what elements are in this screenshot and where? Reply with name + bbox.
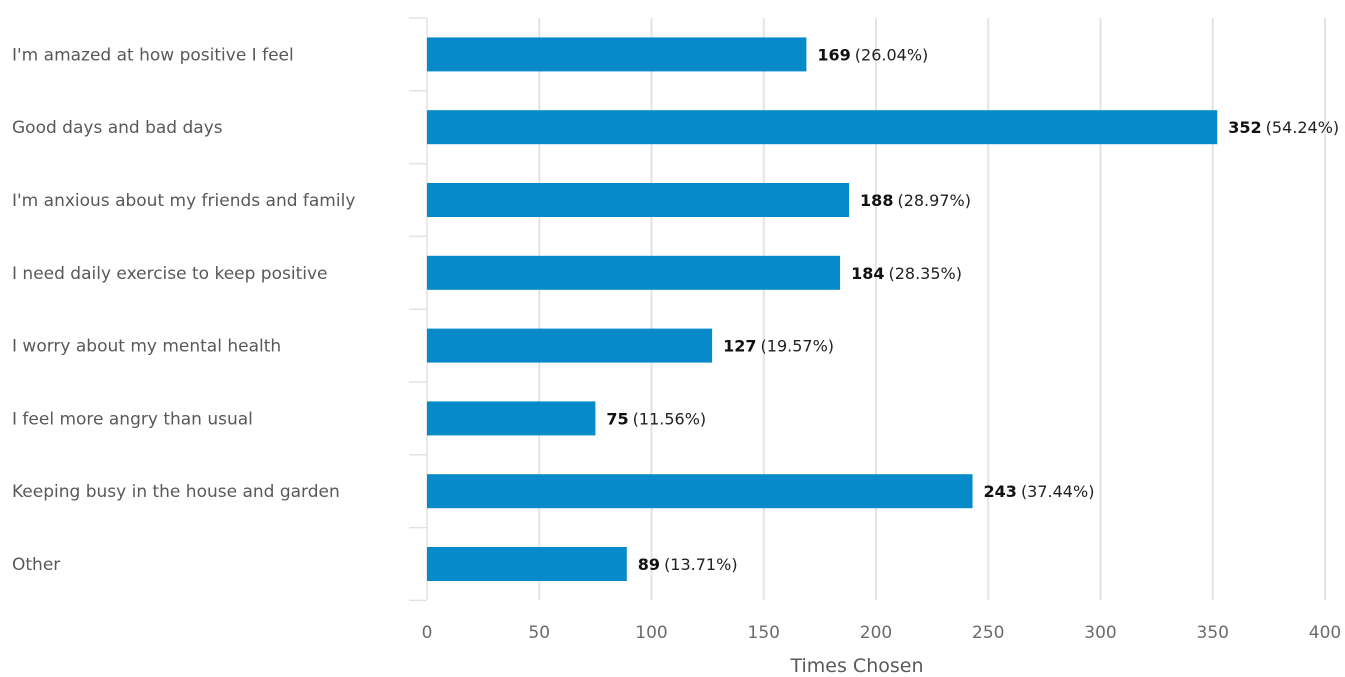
bar — [427, 37, 807, 72]
category-label: I'm anxious about my friends and family — [12, 191, 355, 211]
bar — [427, 401, 596, 436]
bar — [427, 474, 973, 509]
value-label: 243 (37.44%) — [984, 482, 1095, 501]
value-label: 169 (26.04%) — [817, 45, 928, 64]
x-tick-label: 100 — [635, 623, 667, 643]
value-count: 127 — [723, 337, 756, 356]
value-label: 184 (28.35%) — [851, 264, 962, 283]
value-percent: (28.35%) — [888, 264, 962, 283]
value-count: 184 — [851, 264, 884, 283]
category-label: I'm amazed at how positive I feel — [12, 45, 294, 65]
category-label: Keeping busy in the house and garden — [12, 482, 340, 502]
bars — [427, 37, 1218, 581]
x-tick-label: 350 — [1197, 623, 1229, 643]
value-percent: (54.24%) — [1266, 118, 1340, 137]
x-tick-label: 50 — [528, 623, 550, 643]
gridlines — [426, 18, 1326, 600]
category-label: Good days and bad days — [12, 118, 223, 138]
value-percent: (37.44%) — [1021, 482, 1094, 501]
value-count: 89 — [638, 555, 660, 574]
x-tick-label: 250 — [972, 623, 1004, 643]
value-label: 188 (28.97%) — [860, 191, 971, 210]
x-tick-label: 200 — [860, 623, 892, 643]
bar — [427, 183, 850, 217]
value-count: 75 — [606, 409, 628, 428]
x-tick-label: 0 — [422, 623, 433, 643]
category-label: I feel more angry than usual — [12, 409, 253, 429]
x-axis-title: Times Chosen — [790, 655, 924, 677]
x-tick-label: 400 — [1309, 623, 1341, 643]
value-count: 352 — [1228, 118, 1261, 137]
category-label: I worry about my mental health — [12, 337, 281, 357]
bar — [427, 328, 713, 363]
bar — [427, 110, 1218, 145]
value-percent: (28.97%) — [897, 191, 971, 210]
value-count: 243 — [984, 482, 1017, 501]
category-separators — [409, 17, 427, 602]
x-axis-ticks: 0 50 100 150 200 250 300 350 400 — [422, 623, 1342, 643]
value-labels: 169 (26.04%)352 (54.24%)188 (28.97%)184 (28.… — [606, 45, 1339, 574]
value-label: 75 (11.56%) — [606, 409, 706, 428]
value-percent: (11.56%) — [633, 409, 707, 428]
x-tick-label: 150 — [748, 623, 780, 643]
value-percent: (26.04%) — [855, 45, 929, 64]
category-label: Other — [12, 555, 60, 575]
value-count: 188 — [860, 191, 893, 210]
value-label: 89 (13.71%) — [638, 555, 738, 574]
value-label: 352 (54.24%) — [1228, 118, 1339, 137]
bar — [427, 547, 627, 581]
bar — [427, 255, 841, 290]
value-label: 127 (19.57%) — [723, 337, 834, 356]
value-percent: (19.57%) — [761, 337, 835, 356]
value-count: 169 — [817, 45, 850, 64]
x-tick-label: 300 — [1084, 623, 1116, 643]
category-labels: I'm amazed at how positive I feel Good da… — [12, 45, 355, 575]
category-label: I need daily exercise to keep positive — [12, 264, 328, 284]
value-percent: (13.71%) — [664, 555, 738, 574]
